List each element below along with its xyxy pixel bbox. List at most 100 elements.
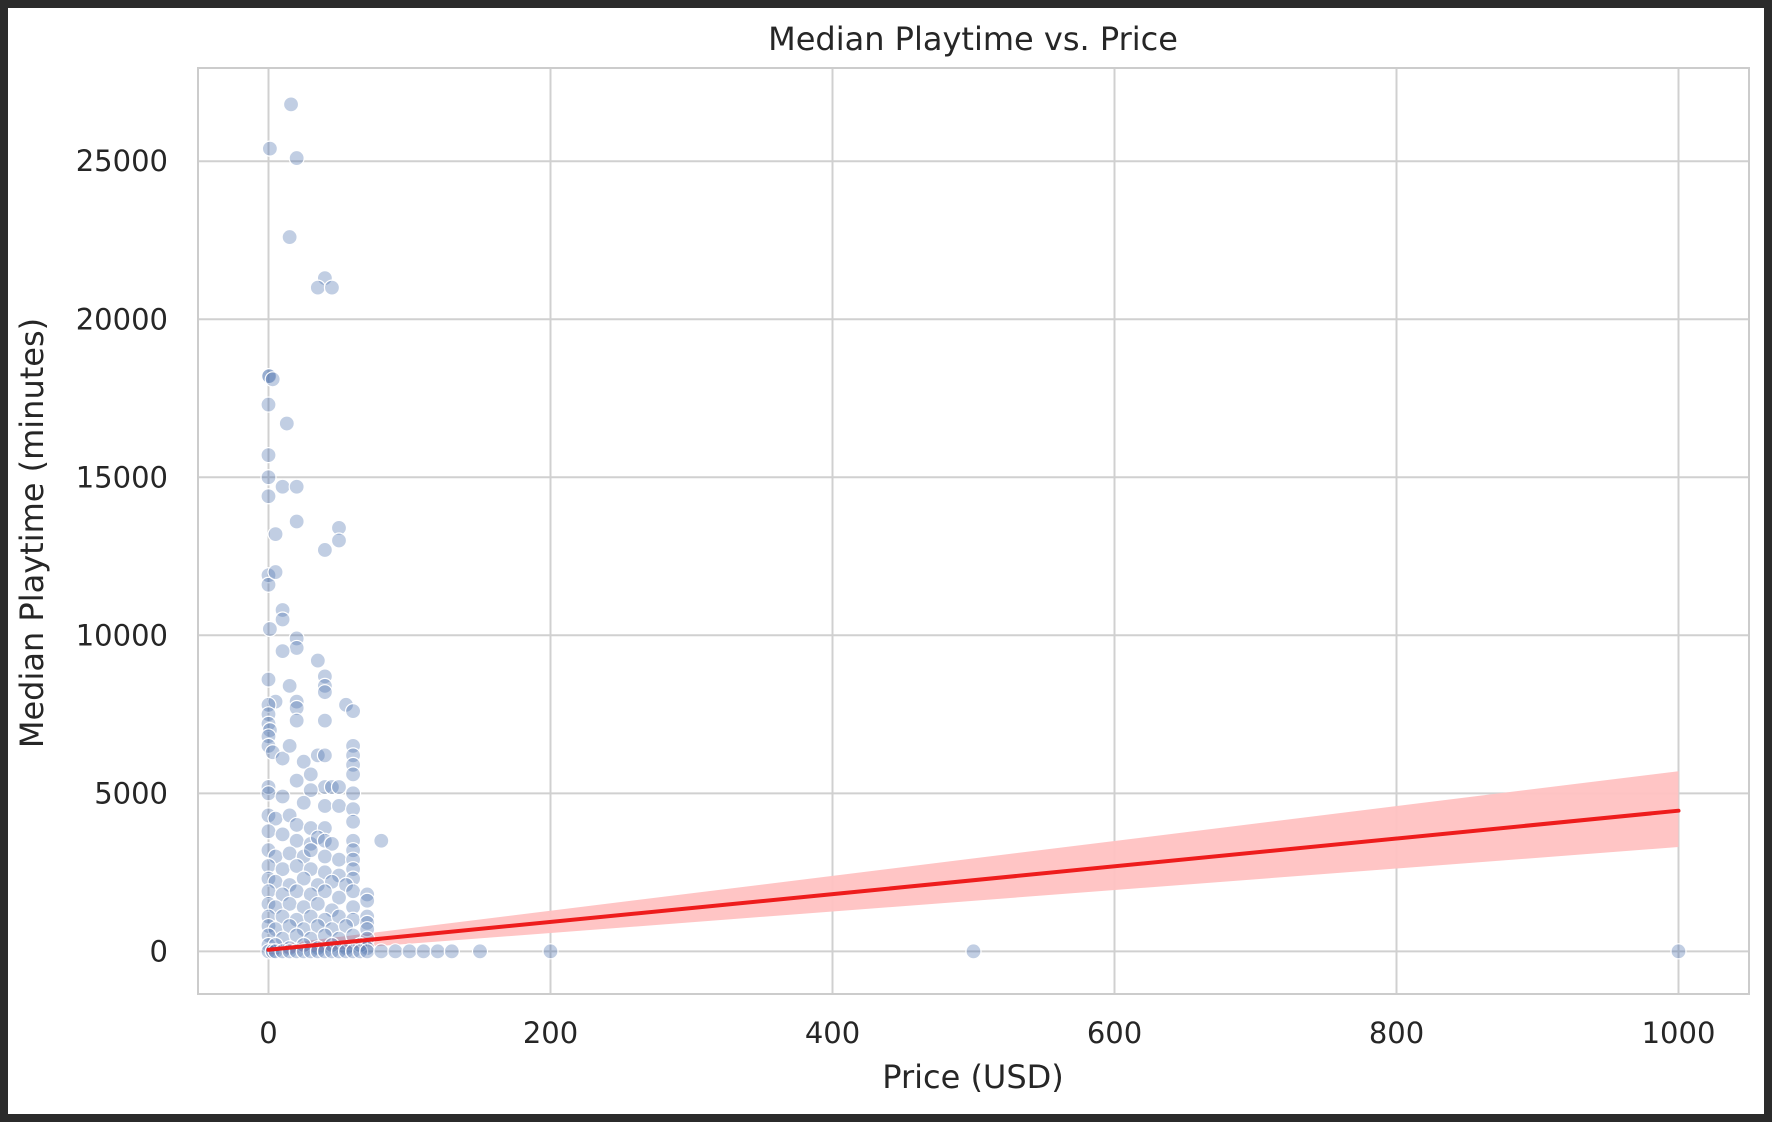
y-tick-label-5: 25000 [76,144,168,178]
plot-frame [197,67,1750,995]
data-point-57 [295,753,312,770]
x-tick-label-1: 200 [523,1016,578,1050]
data-point-97 [330,851,348,868]
confidence-band-layer [268,771,1679,955]
data-point-19 [267,526,284,543]
data-point-38 [288,699,305,717]
data-point-40 [260,696,277,713]
data-point-87 [323,835,341,852]
data-point-59 [281,737,298,755]
data-point-51 [344,737,362,755]
data-point-2 [288,149,305,167]
data-point-5 [309,279,326,296]
data-point-179 [359,943,376,960]
data-point-181 [387,943,404,960]
data-point-32 [316,668,333,685]
data-point-6 [323,279,341,296]
data-point-25 [274,601,291,619]
data-point-127 [309,895,326,913]
data-point-90 [373,832,390,849]
data-point-29 [288,639,305,657]
data-point-12 [260,447,277,464]
data-point-72 [330,797,348,815]
data-point-68 [302,782,319,799]
data-point-58 [274,750,291,767]
x-axis-label: Price (USD) [882,1058,1064,1096]
data-point-189 [1670,943,1687,960]
x-tick-label-0: 0 [259,1016,277,1050]
data-point-9 [264,371,281,388]
data-point-21 [316,541,333,559]
data-point-73 [344,801,362,818]
data-point-120 [344,883,362,900]
data-point-34 [316,684,333,701]
data-point-67 [274,788,291,805]
data-point-18 [330,519,348,536]
data-point-71 [316,797,333,815]
data-point-13 [260,469,277,486]
data-point-50 [288,712,305,729]
data-point-88 [344,832,362,849]
data-point-15 [274,478,291,495]
data-point-11 [278,415,295,432]
data-point-82 [274,826,291,843]
data-point-35 [260,671,277,688]
data-point-20 [330,532,348,549]
data-point-23 [260,576,277,593]
data-point-186 [471,943,489,960]
data-point-1 [261,140,278,157]
data-point-33 [316,677,333,694]
data-point-37 [288,693,305,710]
data-point-36 [281,677,298,694]
data-point-16 [288,478,305,495]
x-tick-label-2: 400 [805,1016,860,1050]
data-point-96 [316,848,333,865]
data-point-105 [344,861,362,878]
y-tick-label-0: 0 [150,934,168,968]
data-point-62 [260,778,277,796]
data-point-180 [373,943,390,960]
data-point-0 [282,96,300,113]
data-point-3 [281,228,298,246]
data-point-60 [302,766,319,783]
x-tick-labels: 0 200 400 600 800 1000 [259,1016,1715,1050]
data-point-49 [316,712,333,729]
data-point-46 [264,744,281,761]
data-point-138 [359,914,376,931]
data-point-95 [302,842,319,859]
data-point-183 [415,943,432,960]
data-point-146 [359,921,376,938]
chart-title: Median Playtime vs. Price [768,20,1178,58]
data-point-56 [316,747,333,764]
points-layer [260,96,1687,960]
data-point-77 [288,816,305,834]
data-point-130 [260,908,277,925]
data-point-110 [295,870,312,887]
data-point-129 [344,898,362,916]
data-point-119 [330,889,348,906]
data-point-89 [344,842,362,859]
data-point-69 [344,785,362,802]
data-point-54 [344,766,362,783]
data-point-30 [274,642,291,660]
data-point-27 [261,620,278,638]
data-point-137 [359,908,376,925]
data-point-14 [260,488,277,505]
data-point-31 [309,652,326,669]
y-tick-label-4: 20000 [76,302,168,336]
x-tick-label-4: 800 [1369,1016,1424,1050]
data-point-182 [401,943,418,960]
data-point-52 [344,747,362,764]
x-tick-label-3: 600 [1087,1016,1142,1050]
data-point-44 [260,728,277,745]
data-point-41 [260,706,277,723]
grid [198,68,1749,994]
y-tick-label-2: 10000 [76,618,168,652]
data-point-43 [261,722,278,739]
data-point-80 [344,813,362,830]
data-point-28 [288,630,305,647]
data-point-81 [260,823,277,840]
data-point-48 [344,703,362,720]
data-point-122 [359,892,376,909]
y-tick-labels: 0 5000 10000 15000 20000 25000 [76,144,168,968]
